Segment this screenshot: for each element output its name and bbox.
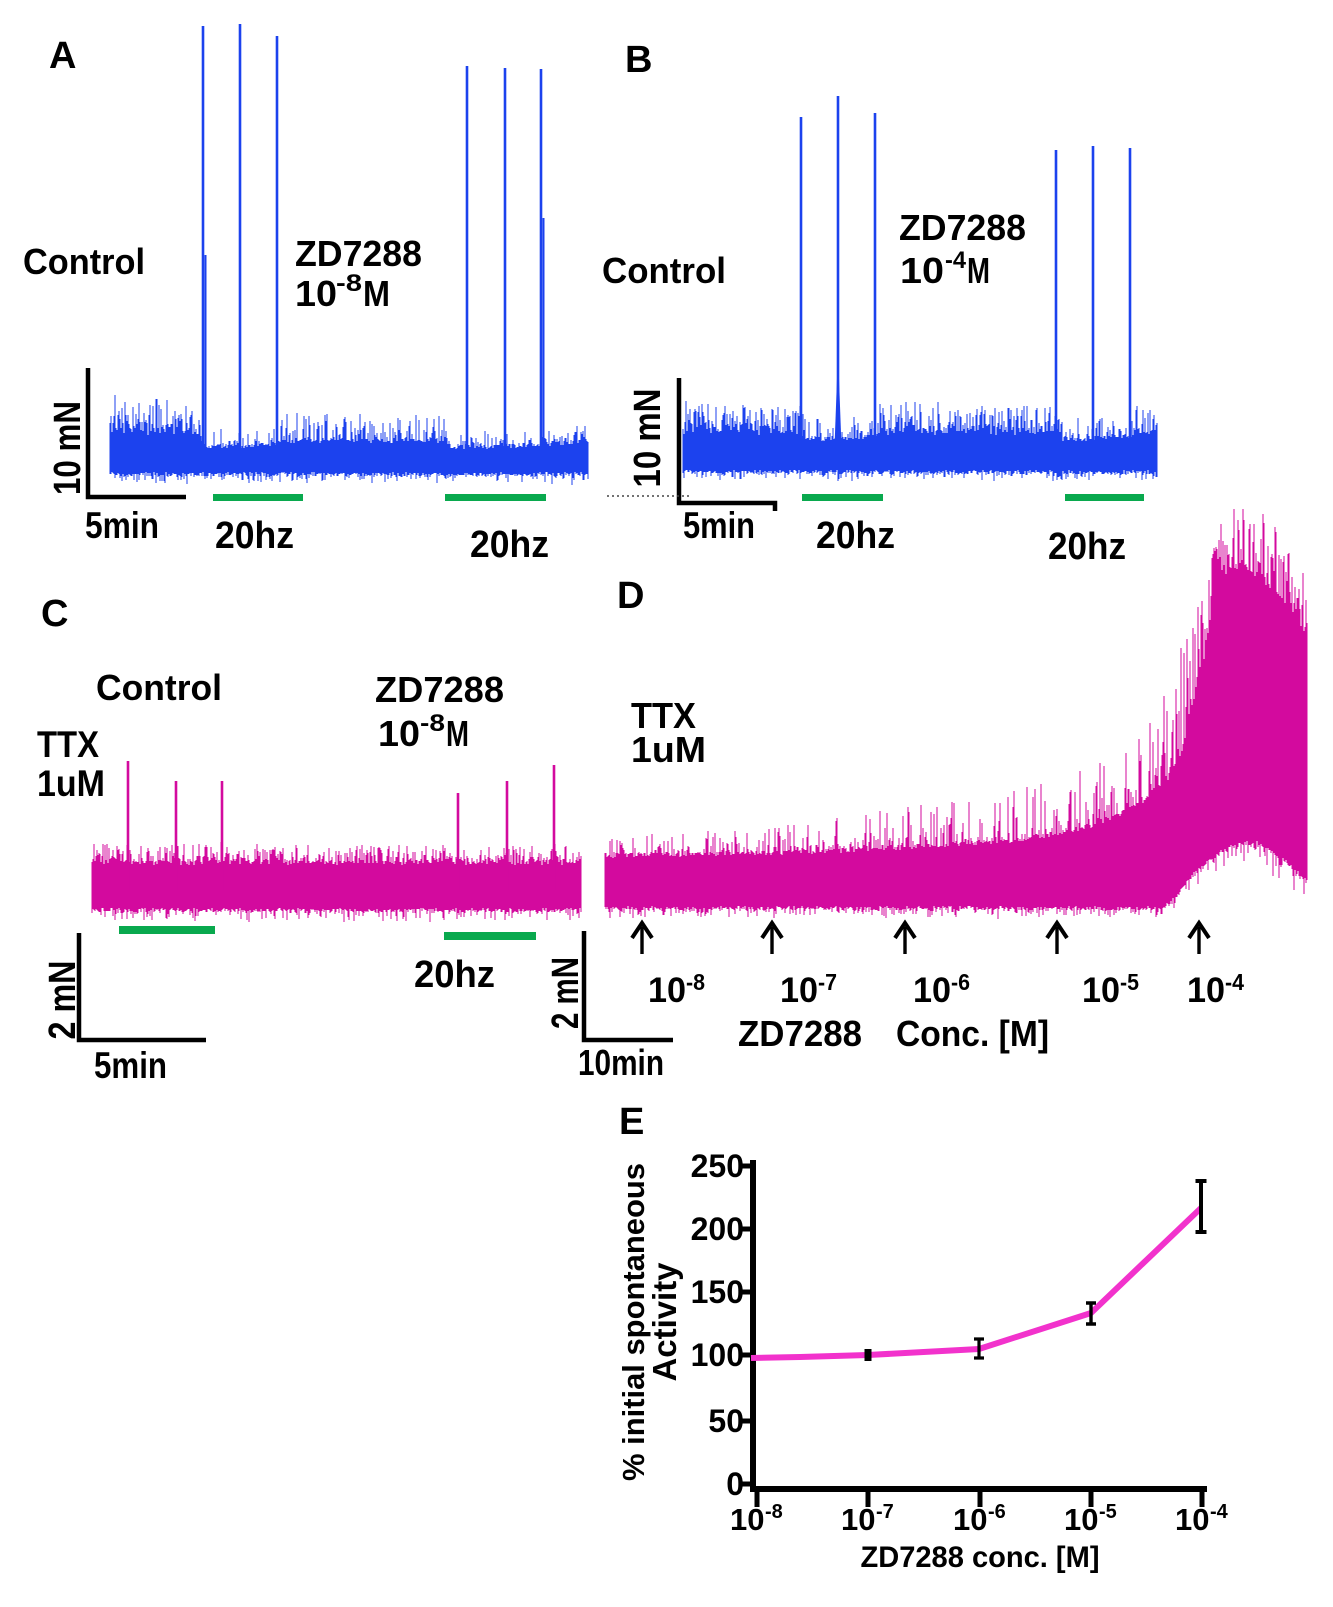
svg-text:TTX: TTX xyxy=(631,695,696,736)
svg-text:A: A xyxy=(49,35,76,77)
svg-text:ZD7288: ZD7288 xyxy=(295,233,422,274)
svg-text:-5: -5 xyxy=(1120,969,1139,995)
svg-text:D: D xyxy=(617,575,644,617)
svg-text:M: M xyxy=(967,250,990,291)
svg-text:10: 10 xyxy=(295,273,337,314)
svg-text:2 mN: 2 mN xyxy=(545,957,587,1029)
svg-text:-8: -8 xyxy=(686,969,705,995)
svg-text:-4: -4 xyxy=(1225,969,1244,995)
svg-text:250: 250 xyxy=(691,1148,744,1184)
svg-text:5min: 5min xyxy=(94,1045,167,1086)
svg-text:10min: 10min xyxy=(578,1042,664,1083)
svg-text:-5: -5 xyxy=(1099,1501,1117,1523)
svg-text:20hz: 20hz xyxy=(816,515,895,557)
svg-text:150: 150 xyxy=(691,1274,744,1310)
svg-text:10: 10 xyxy=(730,1502,764,1537)
svg-text:-4: -4 xyxy=(945,247,967,274)
svg-text:-7: -7 xyxy=(818,969,837,995)
svg-text:10: 10 xyxy=(900,250,944,291)
svg-text:ZD7288 conc. [M]: ZD7288 conc. [M] xyxy=(861,1541,1100,1574)
svg-text:5min: 5min xyxy=(683,505,755,546)
svg-text:-6: -6 xyxy=(951,969,970,995)
svg-text:C: C xyxy=(41,593,68,635)
svg-text:ZD7288: ZD7288 xyxy=(899,207,1026,248)
svg-text:10: 10 xyxy=(1187,971,1225,1010)
svg-text:20hz: 20hz xyxy=(215,515,294,557)
svg-text:ZD7288: ZD7288 xyxy=(375,669,504,710)
svg-text:ZD7288: ZD7288 xyxy=(738,1013,862,1054)
svg-text:10 mN: 10 mN xyxy=(627,389,669,488)
svg-text:20hz: 20hz xyxy=(1048,526,1126,568)
svg-text:1uM: 1uM xyxy=(37,763,105,804)
svg-text:10 mN: 10 mN xyxy=(47,401,89,495)
svg-text:100: 100 xyxy=(691,1337,744,1373)
svg-text:% initial spontaneous: % initial spontaneous xyxy=(616,1163,651,1481)
svg-text:10: 10 xyxy=(378,713,420,754)
svg-text:Control: Control xyxy=(602,250,726,291)
svg-text:E: E xyxy=(619,1101,644,1143)
svg-text:10: 10 xyxy=(913,971,951,1010)
svg-text:-4: -4 xyxy=(1210,1501,1229,1523)
svg-text:TTX: TTX xyxy=(37,724,99,765)
svg-text:10: 10 xyxy=(841,1502,875,1537)
svg-text:5min: 5min xyxy=(85,505,159,546)
svg-text:10: 10 xyxy=(953,1502,987,1537)
svg-text:Conc. [M]: Conc. [M] xyxy=(896,1013,1049,1054)
svg-text:-8: -8 xyxy=(420,710,445,737)
svg-text:Control: Control xyxy=(23,241,145,282)
svg-text:10: 10 xyxy=(648,971,686,1010)
svg-text:20hz: 20hz xyxy=(470,524,549,566)
svg-text:-7: -7 xyxy=(876,1501,894,1523)
svg-text:10: 10 xyxy=(1064,1502,1098,1537)
svg-text:M: M xyxy=(446,713,469,754)
svg-text:10: 10 xyxy=(780,971,818,1010)
svg-text:20hz: 20hz xyxy=(414,954,495,996)
svg-text:10: 10 xyxy=(1175,1502,1209,1537)
svg-text:-6: -6 xyxy=(988,1501,1006,1523)
svg-text:-8: -8 xyxy=(336,270,362,297)
svg-text:50: 50 xyxy=(708,1403,744,1439)
svg-text:Control: Control xyxy=(96,667,222,708)
svg-text:0: 0 xyxy=(726,1466,744,1502)
svg-text:2 mN: 2 mN xyxy=(42,961,84,1040)
svg-text:Activity: Activity xyxy=(646,1262,683,1382)
svg-text:-8: -8 xyxy=(765,1501,783,1523)
svg-text:M: M xyxy=(363,273,390,314)
svg-text:10: 10 xyxy=(1082,971,1120,1010)
svg-text:B: B xyxy=(625,39,652,81)
svg-text:200: 200 xyxy=(691,1211,744,1247)
svg-text:1uM: 1uM xyxy=(631,729,706,770)
